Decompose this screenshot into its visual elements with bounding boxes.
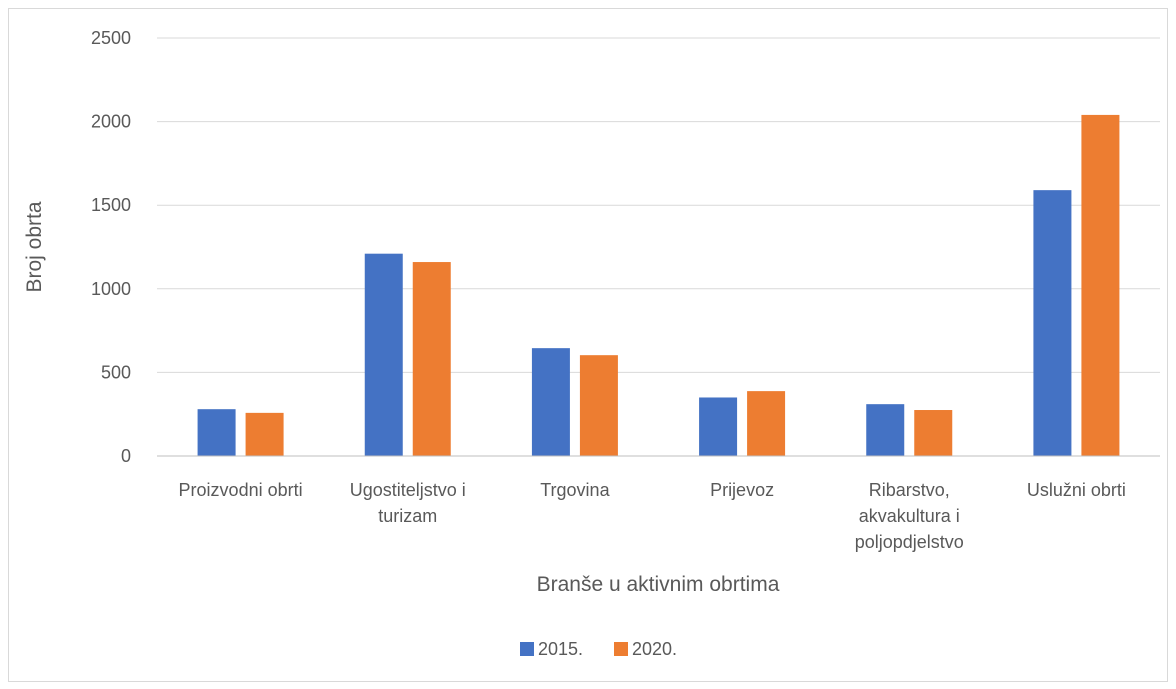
x-category-label: Prijevoz <box>710 480 774 500</box>
bar-2020-0 <box>245 412 284 456</box>
y-tick-label: 1500 <box>91 195 131 215</box>
y-axis-ticks: 0 500 1000 1500 2000 2500 <box>91 28 131 466</box>
x-axis-categories: Proizvodni obrti Ugostiteljstvo i turizam T… <box>179 480 1126 552</box>
bar-2020-5 <box>1081 114 1120 457</box>
x-category-label: Proizvodni obrti <box>179 480 303 500</box>
legend: 2015. 2020. <box>520 639 677 659</box>
y-axis-title: Broj obrta <box>23 201 46 292</box>
y-tick-label: 1000 <box>91 279 131 299</box>
legend-label: 2015. <box>538 639 583 659</box>
bar-2020-3 <box>747 391 786 456</box>
bar-2015-2 <box>531 348 570 456</box>
y-tick-label: 2500 <box>91 28 131 48</box>
x-axis-title: Branše u aktivnim obrtima <box>537 573 780 596</box>
legend-swatch <box>614 642 628 656</box>
gridlines <box>157 37 1160 373</box>
y-tick-label: 500 <box>101 362 131 382</box>
bar-2020-2 <box>579 355 618 456</box>
bar-2015-3 <box>699 397 738 456</box>
bar-2015-4 <box>866 404 905 456</box>
chart-frame <box>8 8 1168 682</box>
bars <box>197 114 1120 457</box>
x-category-label: Uslužni obrti <box>1027 480 1126 500</box>
bar-2020-1 <box>412 262 451 456</box>
bar-2015-0 <box>197 409 236 456</box>
x-category-label: Ugostiteljstvo i turizam <box>350 480 466 526</box>
y-tick-label: 2000 <box>91 112 131 132</box>
x-category-label: Ribarstvo, akvakultura i poljopdjelstvo <box>855 480 964 552</box>
bar-2015-1 <box>364 253 403 456</box>
legend-label: 2020. <box>632 639 677 659</box>
y-tick-label: 0 <box>121 446 131 466</box>
legend-swatch <box>520 642 534 656</box>
bar-2020-4 <box>914 410 953 456</box>
bar-2015-5 <box>1033 190 1072 457</box>
x-category-label: Trgovina <box>540 480 610 500</box>
